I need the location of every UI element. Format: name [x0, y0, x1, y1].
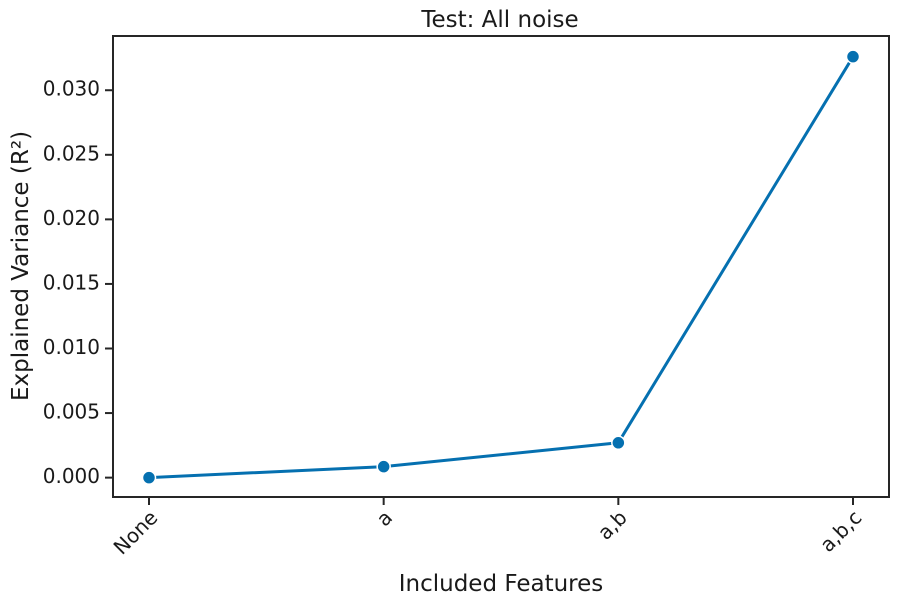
y-tick-label: 0.015: [43, 270, 100, 294]
y-axis-ticks: 0.000 0.005 0.010 0.015 0.020 0.025 0.030: [43, 77, 113, 488]
x-axis-title: Included Features: [399, 571, 604, 597]
y-tick-label: 0.030: [43, 77, 100, 101]
series-line: [147, 55, 855, 480]
y-tick-label: 0.025: [43, 141, 100, 165]
data-point: [611, 435, 626, 451]
y-tick-label: 0.020: [43, 206, 100, 230]
y-tick-label: 0.000: [43, 464, 100, 488]
y-tick-label: 0.010: [43, 335, 100, 359]
data-point: [845, 49, 861, 64]
x-axis-ticks: None a a,b a,b,c: [109, 497, 866, 559]
series-layer: [141, 49, 861, 485]
x-tick-label: None: [109, 505, 163, 559]
chart-title: Test: All noise: [420, 7, 578, 33]
x-tick-label: a,b: [593, 505, 632, 544]
x-tick-label: a,b,c: [815, 505, 866, 556]
data-point: [141, 470, 157, 485]
y-axis-title: Explained Variance (R²): [8, 131, 34, 401]
plot-frame: [112, 35, 890, 498]
y-tick-label: 0.005: [43, 400, 100, 424]
x-tick-label: a: [371, 505, 397, 531]
data-point: [376, 459, 391, 474]
